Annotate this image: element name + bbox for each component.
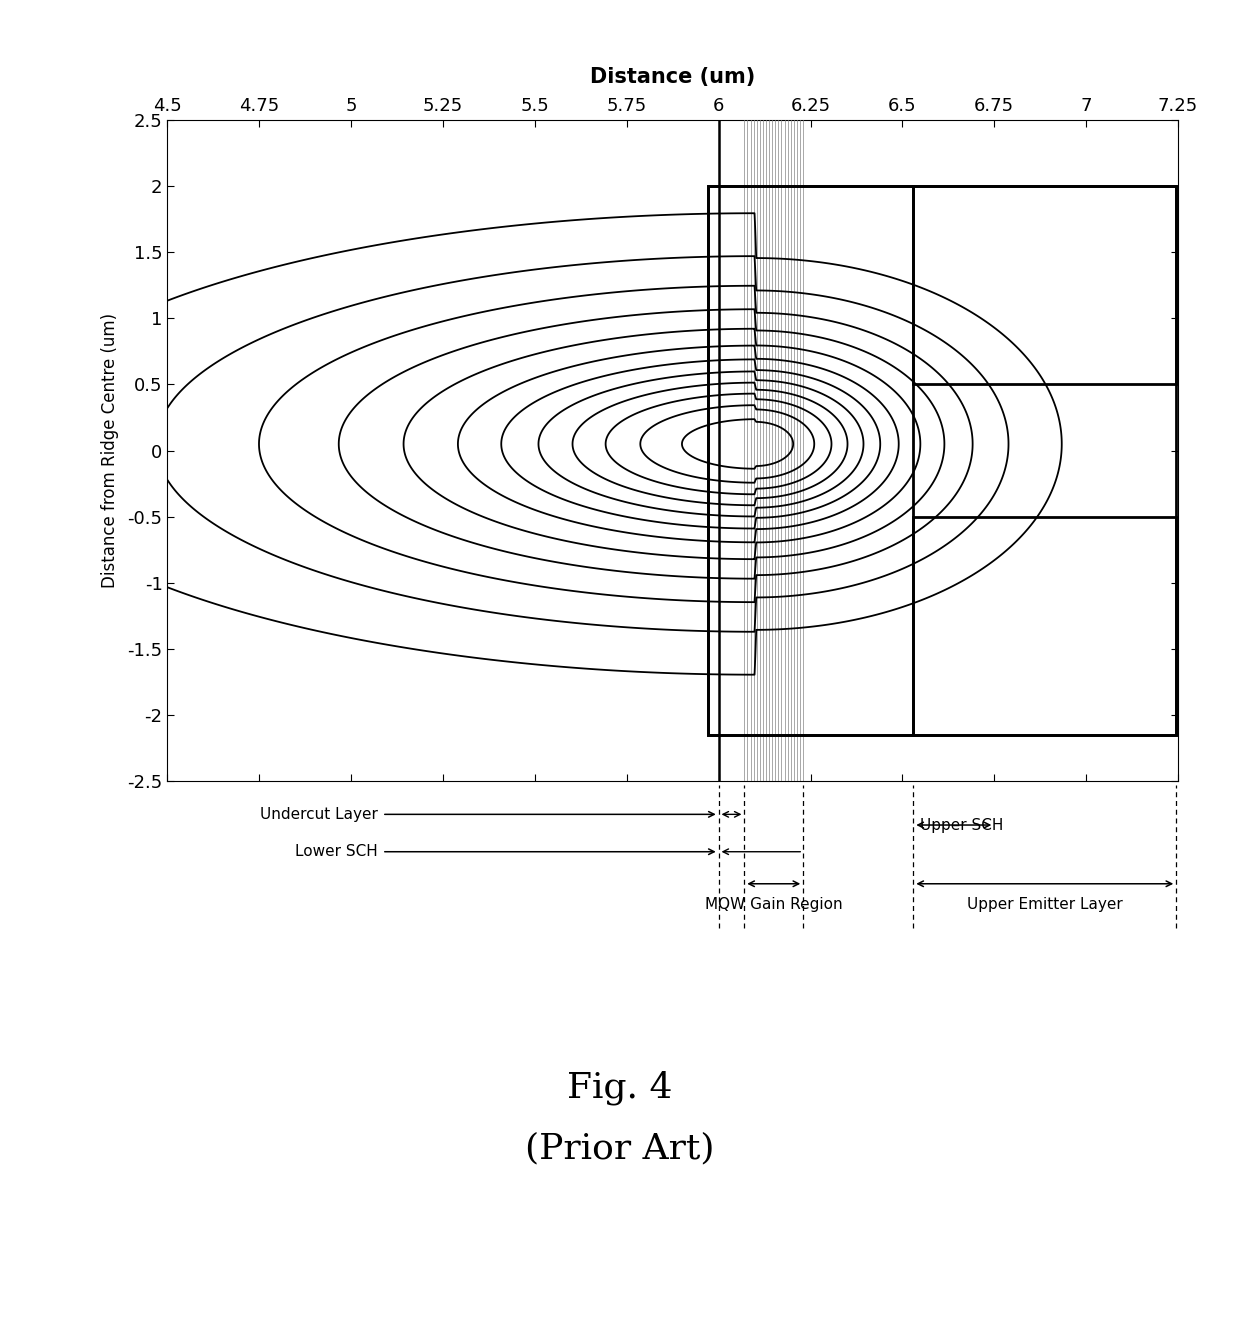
Text: Fig. 4: Fig. 4 xyxy=(567,1071,673,1105)
Bar xyxy=(708,187,914,734)
Text: Upper SCH: Upper SCH xyxy=(920,817,1003,833)
Text: MQW Gain Region: MQW Gain Region xyxy=(706,897,842,912)
Bar xyxy=(914,187,1177,384)
Y-axis label: Distance from Ridge Centre (um): Distance from Ridge Centre (um) xyxy=(100,312,119,589)
X-axis label: Distance (um): Distance (um) xyxy=(590,67,755,87)
Bar xyxy=(708,187,1177,734)
Bar xyxy=(914,517,1177,734)
Text: Upper Emitter Layer: Upper Emitter Layer xyxy=(967,897,1122,912)
Text: Lower SCH: Lower SCH xyxy=(295,844,378,860)
Text: (Prior Art): (Prior Art) xyxy=(526,1131,714,1165)
Text: Undercut Layer: Undercut Layer xyxy=(260,806,378,822)
